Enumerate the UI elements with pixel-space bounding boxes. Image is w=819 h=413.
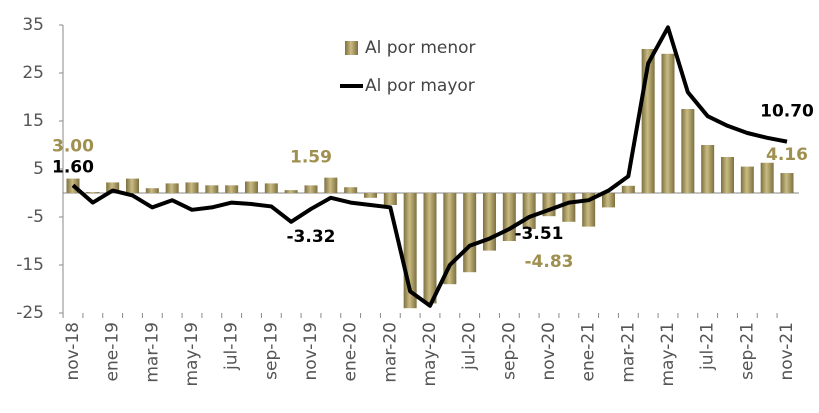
bar (185, 182, 199, 193)
bar (562, 193, 576, 222)
x-tick-label: may-20 (420, 322, 440, 387)
bar (701, 145, 715, 193)
y-tick-label: -15 (16, 255, 44, 275)
y-tick-label: -25 (16, 303, 44, 323)
bar (721, 157, 734, 193)
bar (364, 193, 377, 198)
bar (621, 185, 635, 193)
x-tick-label: jul-20 (460, 322, 480, 371)
y-tick-label: 35 (22, 15, 44, 35)
bar (264, 183, 278, 193)
x-tick-label: ene-19 (103, 322, 123, 381)
x-tick-label: jul-21 (698, 322, 718, 371)
y-tick-label: 15 (22, 111, 44, 131)
y-tick-label: 25 (22, 63, 44, 83)
y-tick-label: 5 (33, 159, 44, 179)
data-label: -3.32 (287, 227, 336, 247)
bar (383, 193, 397, 205)
x-tick-label: may-21 (658, 322, 678, 387)
x-tick-label: jul-19 (222, 322, 242, 371)
data-label: -4.83 (525, 252, 574, 272)
data-label: 1.59 (290, 147, 332, 167)
data-label: 3.00 (52, 137, 94, 157)
data-label: 4.16 (766, 145, 808, 165)
legend-swatch (345, 41, 358, 55)
bar (205, 185, 219, 193)
x-tick-label: mar-20 (380, 322, 400, 383)
x-tick-label: sep-21 (737, 322, 757, 380)
data-label: 1.60 (52, 157, 94, 177)
x-tick-label: sep-20 (499, 322, 519, 380)
data-label: 10.70 (760, 102, 814, 122)
x-tick-label: ene-21 (579, 322, 599, 381)
bar (126, 178, 139, 193)
bar (344, 187, 358, 193)
bar (740, 166, 754, 193)
x-tick-label: may-19 (182, 322, 202, 387)
bar (304, 185, 318, 193)
y-tick-label: -5 (27, 207, 44, 227)
legend-label: Al por menor (365, 38, 476, 58)
bar (681, 109, 695, 193)
bar (760, 162, 774, 193)
legend-label: Al por mayor (365, 76, 475, 96)
x-tick-label: nov-18 (63, 322, 83, 381)
bar (324, 177, 338, 193)
bar (284, 190, 298, 193)
x-tick-label: nov-20 (539, 322, 559, 381)
bar (106, 182, 120, 193)
x-tick-label: nov-19 (301, 322, 321, 381)
x-tick-label: sep-19 (261, 322, 281, 380)
bar (165, 183, 179, 193)
line (71, 25, 788, 308)
data-label: -3.51 (515, 224, 564, 244)
x-tick-label: mar-19 (142, 322, 162, 383)
bar (225, 185, 239, 193)
x-tick-label: nov-21 (777, 322, 797, 381)
bar (661, 53, 675, 193)
bar (780, 173, 794, 193)
bar (245, 181, 258, 193)
x-tick-label: ene-20 (341, 322, 361, 381)
bar (86, 192, 100, 193)
bar (423, 193, 437, 304)
bar (602, 193, 615, 208)
bar (463, 193, 477, 273)
bar (145, 188, 159, 193)
x-tick-label: mar-21 (618, 322, 638, 383)
